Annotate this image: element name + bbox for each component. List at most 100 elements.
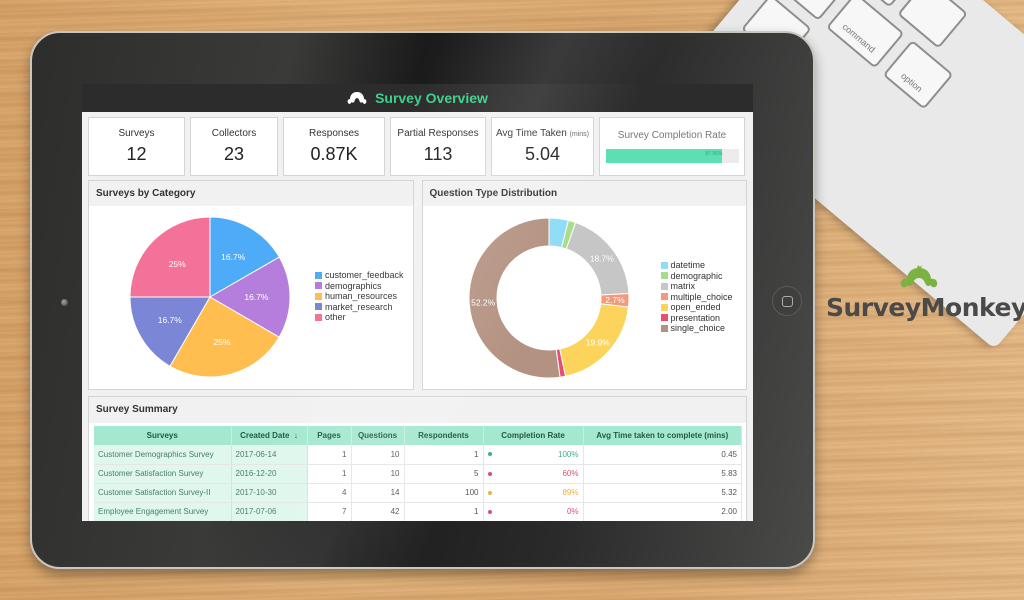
kpi-label: Partial Responses — [397, 128, 479, 139]
slice-label: 16.7% — [244, 292, 269, 302]
cell-avg-time: 5.83 — [583, 464, 742, 484]
question-type-legend: datetime demographic matrix multiple_choice… — [660, 260, 733, 334]
category-pie-chart[interactable]: 16.7% 16.7% 25% 16.7% 25% — [109, 206, 309, 389]
column-header-created-date[interactable]: Created Date ↓ — [231, 426, 308, 445]
legend-item-human_resources[interactable]: human_resources — [315, 291, 404, 302]
category-legend: customer_feedback demographics human_resou… — [315, 270, 404, 323]
column-header-avg-time[interactable]: Avg Time taken to complete (mins) — [583, 426, 742, 445]
kpi-surveys[interactable]: Surveys 12 — [88, 117, 185, 176]
chart-slice-single_choice[interactable] — [468, 217, 561, 379]
cell-respondents: 1 — [404, 445, 484, 465]
cell-survey-name: Customer Satisfaction Survey — [94, 464, 232, 484]
legend-label: datetime — [670, 260, 706, 270]
cell-pages: 7 — [307, 502, 352, 521]
kpi-responses[interactable]: Responses 0.87K — [283, 117, 385, 176]
slice-label: 25% — [213, 337, 230, 347]
chart-slice-other[interactable] — [129, 216, 211, 298]
kpi-value: 0.87K — [310, 144, 358, 164]
column-header-surveys[interactable]: Surveys — [94, 426, 232, 445]
cell-pages: 1 — [307, 464, 352, 484]
chart-slice-market_research[interactable] — [129, 296, 211, 367]
column-header-respondents[interactable]: Respondents — [404, 426, 484, 445]
panel-title: Survey Summary — [89, 397, 746, 423]
surveymonkey-logo-icon — [347, 91, 367, 105]
dashboard-screen: Survey Overview Surveys 12 Collectors 23… — [82, 84, 753, 521]
legend-item-matrix[interactable]: matrix — [660, 281, 733, 292]
legend-label: single_choice — [670, 323, 726, 333]
kpi-collectors[interactable]: Collectors 23 — [190, 117, 278, 176]
legend-item-presentation[interactable]: presentation — [660, 313, 733, 324]
legend-item-other[interactable]: other — [315, 312, 404, 323]
legend-item-customer_feedback[interactable]: customer_feedback — [315, 270, 404, 281]
kpi-label: Surveys — [118, 128, 155, 139]
home-button[interactable] — [772, 286, 802, 316]
command-key: command — [825, 0, 905, 69]
column-header-questions[interactable]: Questions — [351, 426, 405, 445]
chart-slice-customer_feedback[interactable] — [209, 216, 281, 298]
kpi-value: 23 — [223, 144, 245, 164]
legend-swatch-icon — [660, 314, 668, 322]
chart-slice-human_resources[interactable] — [169, 296, 280, 378]
kpi-avg-time[interactable]: Avg Time Taken (mins) 5.04 — [491, 117, 594, 176]
slice-label: 16.7% — [221, 252, 246, 262]
brand-logo: SurveyMonkey — [826, 265, 1024, 322]
legend-swatch-icon — [315, 282, 322, 290]
kpi-label: Survey Completion Rate — [617, 130, 727, 141]
question-type-donut-chart[interactable]: 18.7% 2.7% 19.9% 52.2% — [453, 206, 653, 389]
legend-swatch-icon — [315, 313, 322, 321]
charts-row: Surveys by Category 16.7% 16.7% 25% 16.7% 25… — [82, 180, 753, 390]
status-dot-icon — [487, 490, 492, 495]
cell-respondents: 100 — [404, 483, 484, 503]
slice-label: 2.7% — [605, 295, 625, 305]
legend-swatch-icon — [660, 282, 668, 290]
legend-item-multiple_choice[interactable]: multiple_choice — [660, 291, 733, 303]
legend-swatch-icon — [660, 324, 668, 332]
cell-respondents: 1 — [404, 502, 484, 521]
legend-label: demographic — [670, 270, 723, 281]
question-type-panel: Question Type Distribution 18.7% 2.7% 19.9… — [421, 180, 747, 390]
chart-slice-demographics[interactable] — [209, 256, 291, 338]
slice-label: 16.7% — [158, 315, 183, 325]
cell-questions: 10 — [351, 445, 405, 465]
legend-label: multiple_choice — [670, 291, 733, 302]
progress-fill — [605, 149, 722, 163]
kpi-partial-responses[interactable]: Partial Responses 113 — [390, 117, 486, 176]
legend-item-demographic[interactable]: demographic — [660, 270, 733, 282]
legend-item-single_choice[interactable]: single_choice — [660, 323, 733, 334]
legend-label: open_ended — [670, 302, 721, 312]
cell-created-date: 2017-06-14 — [231, 445, 308, 465]
kpi-completion-rate[interactable]: Survey Completion Rate 87.56% — [599, 117, 745, 176]
cell-created-date: 2017-07-06 — [231, 502, 308, 521]
table-row[interactable]: Customer Satisfaction Survey-II 2017-10-3… — [94, 483, 742, 503]
surveys-by-category-panel: Surveys by Category 16.7% 16.7% 25% 16.7% 25… — [88, 180, 414, 390]
brand-name: SurveyMonkey — [826, 293, 1024, 322]
app-header: Survey Overview — [82, 84, 753, 112]
table-row[interactable]: Employee Engagement Survey 2017-07-06 7 42 1… — [94, 502, 742, 521]
cell-survey-name: Customer Demographics Survey — [94, 445, 232, 465]
cell-completion-rate: 89% — [483, 483, 584, 503]
column-header-pages[interactable]: Pages — [307, 426, 352, 445]
legend-swatch-icon — [660, 261, 668, 269]
cell-created-date: 2017-10-30 — [231, 483, 308, 503]
cell-completion-rate: 0% — [483, 502, 584, 521]
table-row[interactable]: Customer Satisfaction Survey 2016-12-20 1 1… — [94, 464, 742, 484]
home-square-icon — [781, 295, 793, 307]
slice-label: 19.9% — [585, 337, 610, 347]
legend-swatch-icon — [660, 293, 668, 301]
status-dot-icon — [487, 452, 492, 456]
legend-item-datetime[interactable]: datetime — [660, 260, 733, 271]
cell-avg-time: 5.32 — [583, 483, 742, 503]
legend-item-market_research[interactable]: market_research — [315, 302, 404, 313]
legend-item-open_ended[interactable]: open_ended — [660, 302, 733, 313]
cell-survey-name: Employee Engagement Survey — [94, 502, 232, 521]
column-header-completion-rate[interactable]: Completion Rate — [483, 426, 584, 445]
camera-icon — [61, 299, 68, 306]
panel-title: Surveys by Category — [89, 181, 413, 206]
sort-arrow-icon: ↓ — [293, 431, 298, 440]
legend-swatch-icon — [660, 272, 668, 280]
panel-title: Question Type Distribution — [422, 181, 746, 206]
survey-summary-table: Surveys Created Date ↓ Pages Questions R… — [94, 426, 742, 521]
table-row[interactable]: Customer Demographics Survey 2017-06-14 1 1… — [94, 445, 742, 465]
legend-item-demographics[interactable]: demographics — [315, 281, 404, 292]
legend-label: market_research — [325, 301, 393, 312]
